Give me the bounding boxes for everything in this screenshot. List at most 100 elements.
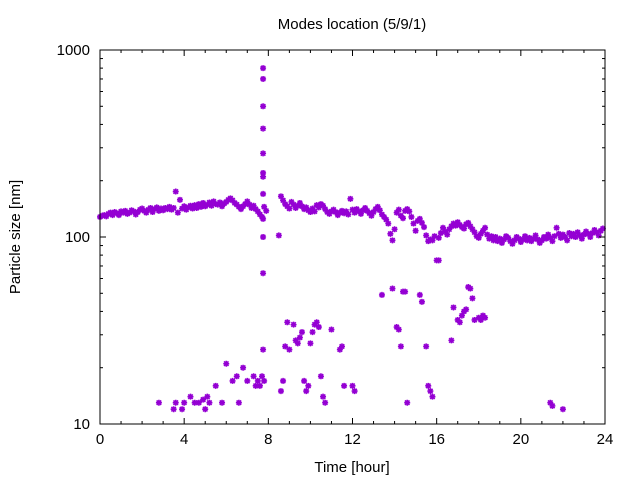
data-point — [343, 208, 350, 215]
data-point — [277, 388, 284, 395]
plot-frame — [99, 49, 606, 425]
data-point — [383, 216, 390, 223]
data-point — [389, 237, 396, 244]
data-point — [404, 399, 411, 406]
data-point — [280, 377, 287, 384]
data-point — [275, 232, 282, 239]
data-point — [299, 329, 305, 336]
data-point — [254, 377, 261, 384]
data-point — [393, 209, 400, 216]
data-point — [553, 224, 560, 231]
data-point — [572, 234, 579, 240]
data-point — [532, 232, 539, 239]
data-point — [208, 202, 215, 209]
data-point — [378, 291, 385, 298]
data-point — [421, 224, 428, 231]
data-point — [530, 235, 537, 242]
data-point — [437, 230, 444, 237]
data-point — [458, 312, 465, 319]
data-point — [260, 150, 267, 157]
data-point — [322, 206, 329, 213]
data-point — [263, 207, 270, 214]
data-point — [172, 399, 179, 406]
x-axis-label: Time [hour] — [314, 459, 389, 476]
data-point — [566, 230, 573, 237]
data-point — [370, 209, 377, 216]
data-point — [206, 199, 213, 206]
data-point — [155, 399, 162, 406]
data-point — [511, 237, 518, 244]
data-point — [311, 208, 318, 215]
data-point — [195, 201, 202, 208]
data-point — [200, 199, 207, 206]
data-point — [216, 199, 223, 206]
data-point — [235, 399, 242, 406]
data-point — [498, 239, 505, 246]
data-point — [435, 257, 442, 264]
data-point — [484, 231, 491, 238]
data-point — [496, 235, 503, 242]
data-point — [418, 298, 425, 305]
data-point — [176, 196, 183, 203]
data-point — [439, 224, 446, 231]
data-point — [397, 343, 404, 350]
data-point — [259, 373, 266, 380]
data-point — [471, 316, 478, 323]
data-point — [332, 209, 339, 216]
data-point — [198, 203, 204, 210]
data-point — [427, 236, 434, 243]
data-point — [326, 210, 333, 217]
data-point — [393, 324, 400, 331]
data-point — [260, 173, 267, 180]
data-point — [574, 229, 581, 236]
data-point — [492, 234, 499, 240]
data-point — [450, 304, 457, 311]
data-point — [578, 235, 585, 242]
data-point — [469, 226, 476, 233]
data-point — [294, 340, 301, 347]
x-tick-label: 20 — [512, 431, 529, 448]
data-point — [501, 236, 507, 243]
data-point — [400, 215, 406, 222]
data-point — [477, 316, 484, 323]
data-point — [309, 205, 316, 212]
data-point — [557, 234, 564, 241]
data-point — [246, 201, 253, 208]
data-point — [260, 125, 267, 132]
data-point — [250, 373, 257, 380]
data-point — [334, 212, 341, 219]
data-point — [442, 228, 449, 235]
data-point — [549, 238, 556, 245]
data-point — [336, 346, 343, 353]
data-point — [378, 211, 385, 218]
data-point — [309, 329, 316, 336]
data-point — [294, 202, 301, 209]
data-point — [250, 202, 257, 209]
data-point — [280, 197, 287, 204]
data-point — [181, 203, 188, 210]
data-point — [515, 235, 522, 242]
data-point — [528, 238, 535, 245]
data-point — [296, 334, 303, 341]
x-tick-label: 24 — [597, 431, 614, 448]
data-point — [288, 198, 295, 205]
data-point — [301, 377, 308, 384]
data-point — [179, 406, 186, 413]
data-point — [547, 399, 554, 406]
data-point — [555, 230, 562, 237]
data-point — [313, 319, 320, 326]
data-point — [423, 343, 430, 350]
data-point — [387, 230, 394, 237]
data-point — [244, 377, 251, 384]
data-point — [589, 230, 596, 237]
x-tick-label: 16 — [428, 431, 445, 448]
data-point — [260, 75, 267, 82]
data-point — [219, 399, 226, 406]
data-point — [315, 204, 322, 211]
data-point — [416, 291, 423, 298]
data-point — [143, 209, 150, 216]
data-point — [368, 212, 375, 219]
data-point — [107, 209, 114, 216]
data-point — [290, 321, 297, 328]
data-point — [181, 399, 188, 406]
